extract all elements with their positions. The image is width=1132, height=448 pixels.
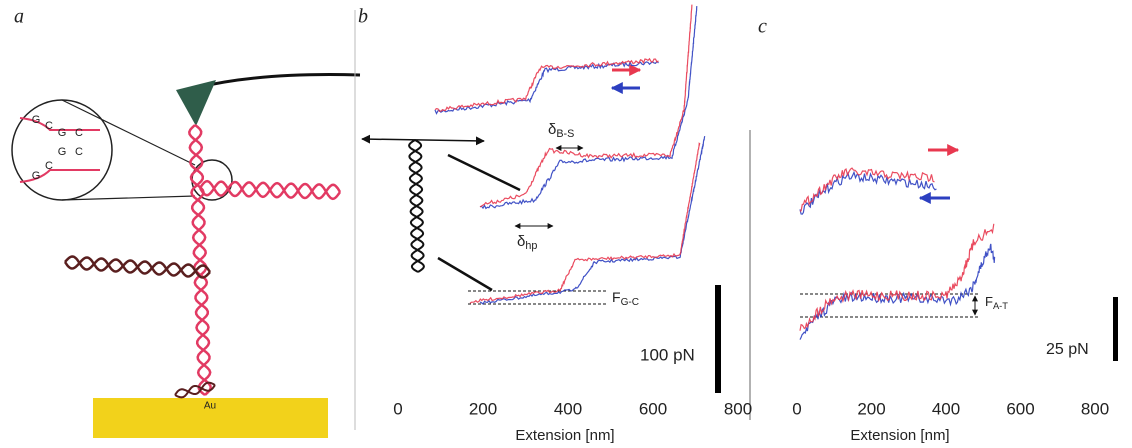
annotation: δB-S [548,121,574,140]
force-trace [799,170,937,215]
substrate-label: Au [204,401,216,412]
base-letter: G [32,170,41,182]
tip [176,80,216,126]
panel-label: b [358,6,368,28]
gold-substrate [93,398,328,438]
pointer [437,256,493,292]
dna-strand [198,179,342,201]
dna-strand [174,384,216,399]
strand [19,169,100,183]
schematic-a: Au [11,73,361,438]
symbol: F [985,294,993,309]
x-tick-label: 400 [554,399,582,418]
symbol: δ [517,233,525,250]
zoom-line [61,99,196,166]
annotation: δhp [517,233,537,252]
zoom-region [191,159,233,201]
subscript: A-T [993,301,1008,311]
annotation: FA-T [985,294,1008,311]
cantilever [194,73,361,90]
dna-strand [174,381,216,396]
dna-strand [188,124,212,396]
base-letter: C [75,146,83,158]
scale-label: 25 pN [1046,341,1089,358]
scale-label: 100 pN [640,345,695,364]
x-tick-label: 0 [792,399,801,418]
subscript: hp [525,240,537,252]
double-arrow [361,134,485,146]
base-letter: G [32,114,41,126]
symbol: δ [548,121,556,138]
scale-bar [715,285,721,393]
force-trace [799,167,935,212]
dna-strand [64,255,211,279]
force-trace [799,223,995,331]
force-trace [479,4,693,208]
base-letter: C [75,127,83,139]
subscript: B-S [556,128,574,140]
zoom-line [61,195,196,201]
x-tick-label: 200 [469,399,497,418]
dna-strand [408,139,425,273]
x-axis-label: Extension [nm] [515,427,614,444]
x-tick-label: 400 [932,399,960,418]
base-letter: C [45,160,53,172]
strand [19,117,100,131]
symbol: F [612,289,621,305]
x-tick-label: 800 [724,399,752,418]
scale-bar [1113,297,1118,361]
x-tick-label: 800 [1081,399,1109,418]
x-tick-label: 600 [1006,399,1034,418]
annotation: FG-C [612,289,639,308]
force-trace [479,135,706,305]
base-letter: C [45,120,53,132]
pointer [447,153,521,192]
base-letter: G [58,146,67,158]
force-trace [434,57,659,113]
base-letter: G [58,127,67,139]
force-trace [434,60,659,115]
x-tick-label: 200 [857,399,885,418]
force-trace [479,6,698,210]
panel-label: c [758,16,767,38]
panel-label: a [14,6,24,28]
x-tick-label: 0 [393,399,402,418]
force-trace [469,142,701,304]
x-tick-label: 600 [639,399,667,418]
x-axis-label: Extension [nm] [850,427,949,444]
subscript: G-C [621,297,639,308]
